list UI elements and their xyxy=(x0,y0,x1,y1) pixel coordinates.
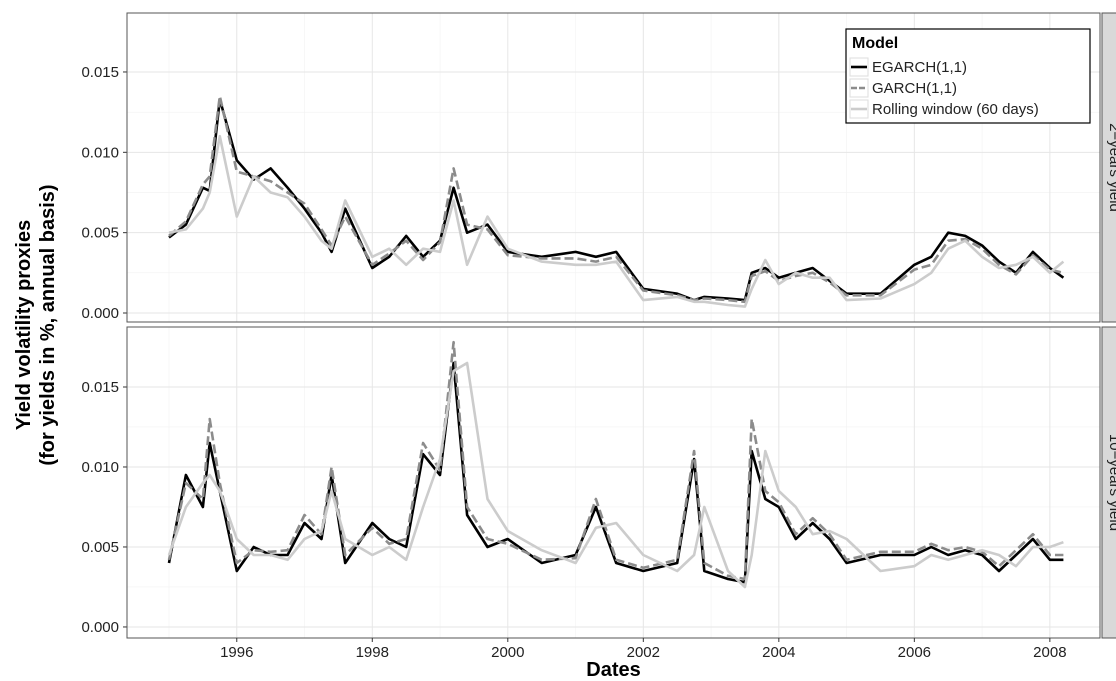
y-tick-label: 0.000 xyxy=(81,619,119,636)
y-tick-label: 0.005 xyxy=(81,539,119,556)
series-line xyxy=(168,98,1065,302)
x-tick-label: 1998 xyxy=(356,644,389,661)
y-tick-label: 0.015 xyxy=(81,64,119,81)
plot-lines xyxy=(167,340,1064,589)
x-tick-label: 2008 xyxy=(1033,644,1066,661)
panel-background xyxy=(127,327,1100,638)
y-tick-label: 0.010 xyxy=(81,144,119,161)
y-tick-label: 0.010 xyxy=(81,459,119,476)
strip-label: 10−years yield xyxy=(1106,434,1116,531)
series-line xyxy=(167,361,1064,584)
panel-border xyxy=(126,12,1101,323)
legend-box xyxy=(845,28,1091,124)
plot-lines xyxy=(168,94,1065,308)
legend-label: EGARCH(1,1) xyxy=(872,59,967,76)
legend-label: GARCH(1,1) xyxy=(872,80,957,97)
series-line xyxy=(167,361,1064,589)
series-line xyxy=(167,340,1064,581)
legend-label: Rolling window (60 days) xyxy=(872,101,1039,118)
y-tick-label: 0.000 xyxy=(81,305,119,322)
x-tick-label: 2004 xyxy=(762,644,795,661)
x-tick-label: 1996 xyxy=(220,644,253,661)
series-line xyxy=(168,94,1064,304)
y-tick-label: 0.005 xyxy=(81,225,119,242)
y-axis-label: Yield volatility proxies xyxy=(13,220,35,430)
strip xyxy=(1101,12,1116,323)
legend-title: Model xyxy=(852,35,898,52)
x-tick-label: 2002 xyxy=(627,644,660,661)
strip xyxy=(1101,326,1116,639)
x-tick-label: 2006 xyxy=(898,644,931,661)
panel-border xyxy=(126,326,1101,639)
x-tick-label: 2000 xyxy=(491,644,524,661)
series-line xyxy=(168,134,1065,308)
x-axis-label: Dates xyxy=(586,659,640,681)
y-axis-label: (for yields in %, annual basis) xyxy=(37,184,59,465)
y-tick-label: 0.015 xyxy=(81,379,119,396)
strip-label: 2−years yield xyxy=(1106,123,1116,212)
